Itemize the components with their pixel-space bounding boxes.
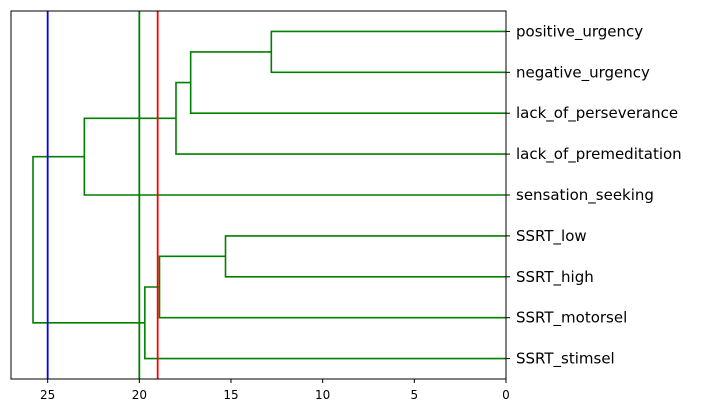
x-tick-label-10: 10 [315,388,330,402]
dendrogram-link-c3 [175,81,506,155]
leaf-label-lack_of_premeditation: lack_of_premeditation [516,145,682,164]
x-tick-label-20: 20 [132,388,147,402]
dendrogram-link-c8 [32,155,145,324]
leaf-label-SSRT_stimsel: SSRT_stimsel [516,350,615,369]
leaf-label-lack_of_perseverance: lack_of_perseverance [516,104,678,123]
leaf-label-SSRT_low: SSRT_low [516,227,587,246]
threshold-lines [46,11,159,379]
x-tick-label-25: 25 [40,388,55,402]
leaf-label-sensation_seeking: sensation_seeking [516,186,654,205]
leaf-label-negative_urgency: negative_urgency [516,63,650,82]
x-tick-label-15: 15 [223,388,238,402]
dendrogram-links [32,30,506,360]
dendrogram-link-c5 [224,235,506,278]
x-tick-label-0: 0 [502,388,510,402]
x-tick-label-5: 5 [411,388,419,402]
dendrogram-link-c1 [270,30,506,74]
leaf-labels: positive_urgency negative_urgency lack_of_… [506,22,682,369]
leaf-label-SSRT_high: SSRT_high [516,268,594,287]
dendrogram-link-c7 [144,286,506,360]
dendrogram-link-c6 [158,255,506,319]
x-axis: 25 20 15 10 5 0 [40,379,510,402]
leaf-label-SSRT_motorsel: SSRT_motorsel [516,309,627,328]
dendrogram-link-c2 [189,51,506,115]
dendrogram-link-c4 [83,117,506,196]
leaf-label-positive_urgency: positive_urgency [516,22,643,41]
